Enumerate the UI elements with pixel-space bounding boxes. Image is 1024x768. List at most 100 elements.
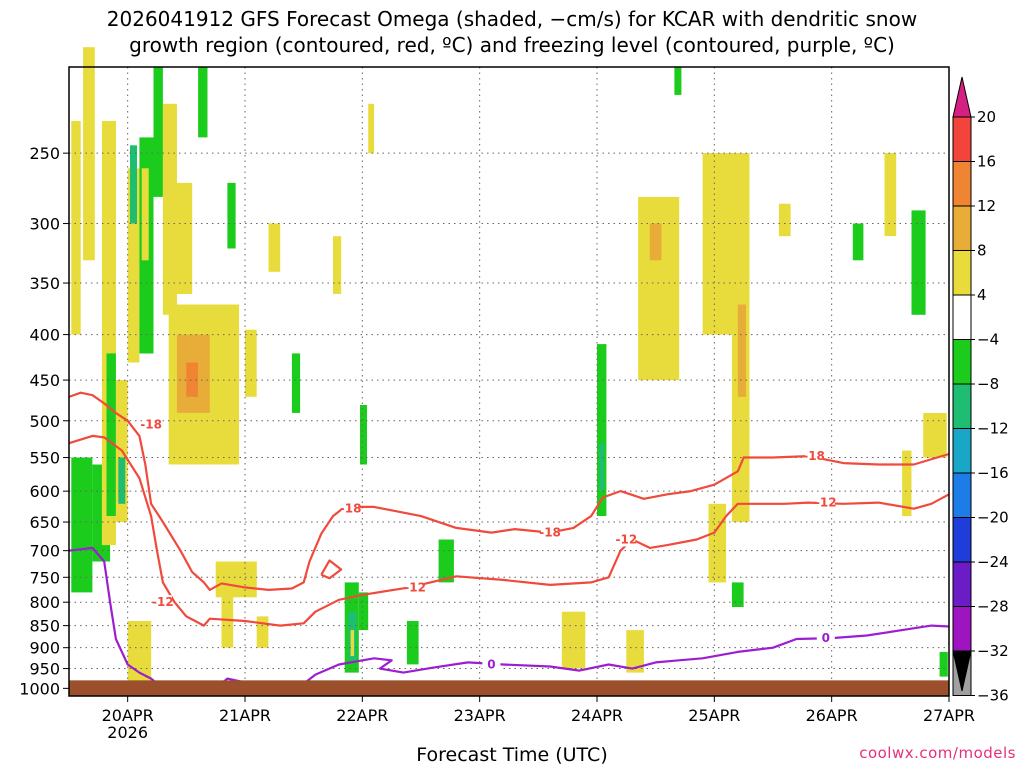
omega-shading (71, 47, 948, 681)
omega-patch (141, 168, 149, 261)
omega-patch (106, 353, 116, 516)
omega-patch (939, 651, 948, 677)
omega-patch (118, 457, 126, 504)
omega-patch (333, 236, 342, 294)
omega-patch (923, 413, 947, 458)
contour-label: 0 (822, 631, 830, 645)
omega-patch (71, 457, 93, 593)
omega-patch (227, 182, 236, 249)
omega-patch (674, 67, 682, 95)
omega-patch (649, 223, 662, 261)
colorbar-label: 12 (977, 197, 996, 215)
colorbar-band (952, 116, 972, 162)
y-tick-label: 650 (29, 513, 60, 532)
source-credit[interactable]: coolwx.com/models (859, 744, 1016, 762)
x-tick-label: 24APR (571, 706, 623, 725)
y-tick-label: 800 (29, 593, 60, 612)
x-tick-label: 26APR (806, 706, 858, 725)
contour-label-bg (541, 525, 560, 540)
contour-label: -12 (815, 496, 837, 510)
omega-patch (198, 67, 208, 138)
omega-patch (162, 103, 177, 315)
omega-patch (245, 329, 257, 397)
colorbar-band (952, 161, 972, 207)
y-tick-label: 500 (29, 412, 60, 431)
omega-patch (174, 182, 193, 294)
colorbar-band (952, 428, 972, 474)
colorbar: 20 16 12 8 4 −4 −8 −12 −16 −20 −24 −28 −32 −36 (952, 76, 1009, 705)
omega-patch (71, 121, 81, 335)
y-tick-label: 700 (29, 542, 60, 561)
colorbar-bottom-arrow (952, 650, 972, 692)
contour-line-minus18-small (320, 559, 343, 580)
colorbar-label: −4 (977, 331, 999, 349)
omega-patch (406, 621, 419, 665)
omega-patch (737, 304, 746, 397)
colorbar-band (952, 472, 972, 518)
contour-label-bg (341, 501, 360, 516)
colorbar-label: −8 (977, 375, 999, 393)
x-axis-label: Forecast Time (UTC) (416, 744, 608, 766)
colorbar-band (952, 250, 972, 296)
chart-title: 2026041912 GFS Forecast Omega (shaded, −… (0, 6, 1024, 58)
contour-line-freezing-level-3 (297, 624, 950, 690)
y-tick-label: 550 (29, 449, 60, 468)
colorbar-top-arrow (952, 76, 972, 118)
x-tick-label: 20APR (102, 706, 154, 725)
contour-line-minus12 (68, 434, 950, 627)
y-tick-label: 300 (29, 215, 60, 234)
chart-title-line-1: 2026041912 GFS Forecast Omega (shaded, −… (106, 7, 918, 31)
omega-patch (597, 344, 607, 516)
colorbar-label: −20 (977, 509, 1009, 527)
colorbar-band (952, 383, 972, 429)
omega-patch (852, 223, 864, 261)
omega-patch (221, 587, 234, 648)
y-tick-label: 1000 (19, 679, 60, 698)
omega-patch (358, 592, 369, 631)
contour-label: -18 (340, 502, 362, 516)
contour-label: -12 (615, 532, 637, 546)
colorbar-band (952, 205, 972, 251)
ground-band (69, 680, 949, 696)
colorbar-label: 8 (977, 242, 987, 260)
contour-lines: -18 -18 -18 -18 -12 -12 -12 -12 0 0 (68, 391, 950, 690)
contour-label-bg (142, 417, 161, 432)
contour-line-freezing-level (68, 546, 164, 690)
omega-patch (153, 67, 163, 197)
omega-patch (360, 405, 367, 465)
omega-patch (626, 630, 644, 673)
x-tick-label: 21APR (219, 706, 271, 725)
omega-patch (731, 582, 744, 607)
contour-label-bg (617, 532, 636, 547)
colorbar-band (952, 339, 972, 385)
x-tick-label: 22APR (336, 706, 388, 725)
omega-patch (186, 362, 198, 397)
y-tick-label: 600 (29, 482, 60, 501)
y-tick-label: 250 (29, 144, 60, 163)
omega-patch (127, 621, 152, 681)
colorbar-band (952, 294, 972, 340)
omega-patch (350, 630, 355, 657)
y-tick-label: 400 (29, 326, 60, 345)
colorbar-label: −16 (977, 464, 1009, 482)
omega-patch (368, 103, 375, 154)
x-tick-label: 27APR (923, 706, 975, 725)
y-tick-label: 850 (29, 617, 60, 636)
colorbar-label: −32 (977, 642, 1009, 660)
colorbar-label: −28 (977, 598, 1009, 616)
omega-patch (438, 539, 454, 583)
colorbar-band (952, 606, 972, 652)
contour-label: -12 (152, 595, 174, 609)
y-tick-label: 350 (29, 274, 60, 293)
contour-label: -18 (539, 526, 561, 540)
grid-lines (69, 67, 950, 696)
y-tick-label: 750 (29, 568, 60, 587)
colorbar-label: 16 (977, 153, 996, 171)
contour-label-bg (816, 631, 835, 646)
omega-patch (884, 153, 897, 237)
colorbar-band (952, 517, 972, 563)
y-tick-label: 450 (29, 371, 60, 390)
ground-terrain (69, 680, 949, 696)
omega-patch (256, 616, 269, 648)
